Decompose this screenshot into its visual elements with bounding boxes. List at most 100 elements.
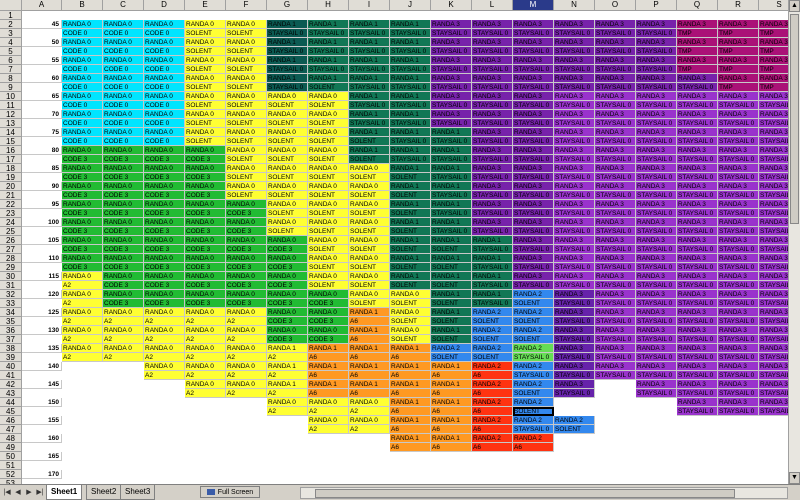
sail-cell[interactable]: SOLENT xyxy=(185,101,226,110)
speed-label[interactable]: 110 xyxy=(22,254,62,263)
sail-cell[interactable]: CODE 0 xyxy=(144,101,185,110)
sail-cell[interactable]: SOLENT xyxy=(267,137,308,146)
row-header[interactable]: 33 xyxy=(0,299,22,308)
sail-cell[interactable]: RANDA 3 xyxy=(718,272,759,281)
sail-cell[interactable]: SOLENT xyxy=(185,83,226,92)
speed-label[interactable]: 135 xyxy=(22,344,62,353)
sail-cell[interactable]: STAYSAIL 0 xyxy=(677,389,718,398)
sail-cell[interactable]: RANDA 0 xyxy=(226,128,267,137)
sail-cell[interactable]: SOLENT xyxy=(390,191,431,200)
row-header[interactable]: 24 xyxy=(0,218,22,227)
sail-cell[interactable]: A2 xyxy=(185,335,226,344)
row-header[interactable]: 53 xyxy=(0,479,22,484)
sail-cell[interactable]: A2 xyxy=(144,371,185,380)
sail-cell[interactable]: RANDA 0 xyxy=(226,254,267,263)
sail-cell[interactable]: A2 xyxy=(349,407,390,416)
sail-cell[interactable]: RANDA 0 xyxy=(308,92,349,101)
sail-cell[interactable]: RANDA 0 xyxy=(103,92,144,101)
sail-cell[interactable]: RANDA 3 xyxy=(472,146,513,155)
sail-cell[interactable]: RANDA 3 xyxy=(595,56,636,65)
sail-cell[interactable]: RANDA 3 xyxy=(554,182,595,191)
sail-cell[interactable]: RANDA 0 xyxy=(267,164,308,173)
row-header[interactable]: 40 xyxy=(0,362,22,371)
sail-cell[interactable]: RANDA 1 xyxy=(431,290,472,299)
sail-cell[interactable]: SOLENT xyxy=(513,299,554,308)
column-header-h[interactable]: H xyxy=(308,0,349,11)
sail-cell[interactable]: SOLENT xyxy=(349,155,390,164)
sail-cell[interactable]: SOLENT xyxy=(390,281,431,290)
sail-cell[interactable]: RANDA 3 xyxy=(636,200,677,209)
sail-cell[interactable]: CODE 3 xyxy=(185,173,226,182)
row-header[interactable]: 16 xyxy=(0,146,22,155)
sail-cell[interactable]: RANDA 3 xyxy=(636,20,677,29)
sail-cell[interactable]: STAYSAIL 0 xyxy=(308,65,349,74)
sheet-tab-sheet3[interactable]: Sheet3 xyxy=(120,485,156,500)
sail-cell[interactable]: RANDA 0 xyxy=(185,74,226,83)
sail-cell[interactable]: STAYSAIL 0 xyxy=(267,29,308,38)
sail-cell[interactable]: RANDA 0 xyxy=(185,290,226,299)
sail-cell[interactable]: CODE 0 xyxy=(62,119,103,128)
sail-cell[interactable]: RANDA 0 xyxy=(103,182,144,191)
sail-cell[interactable]: CODE 3 xyxy=(308,335,349,344)
sail-cell[interactable]: STAYSAIL 0 xyxy=(677,371,718,380)
sail-cell[interactable]: RANDA 0 xyxy=(144,92,185,101)
sail-cell[interactable]: STAYSAIL 0 xyxy=(759,353,788,362)
sail-cell[interactable]: RANDA 0 xyxy=(226,146,267,155)
sail-cell[interactable]: SOLENT xyxy=(472,317,513,326)
row-header[interactable]: 35 xyxy=(0,317,22,326)
sail-cell[interactable]: RANDA 0 xyxy=(349,398,390,407)
sail-cell[interactable]: RANDA 0 xyxy=(144,308,185,317)
sail-cell[interactable]: RANDA 0 xyxy=(144,182,185,191)
row-header[interactable]: 13 xyxy=(0,119,22,128)
sail-cell[interactable]: RANDA 3 xyxy=(759,200,788,209)
sail-cell[interactable]: RANDA 0 xyxy=(349,164,390,173)
sail-cell[interactable]: CODE 3 xyxy=(103,173,144,182)
sail-cell[interactable]: RANDA 0 xyxy=(185,254,226,263)
sail-cell[interactable]: RANDA 0 xyxy=(62,38,103,47)
sail-cell[interactable]: RANDA 0 xyxy=(267,182,308,191)
sail-cell[interactable]: SOLENT xyxy=(267,119,308,128)
sail-cell[interactable]: RANDA 0 xyxy=(103,38,144,47)
sail-cell[interactable]: RANDA 3 xyxy=(472,218,513,227)
sail-cell[interactable]: CODE 3 xyxy=(103,155,144,164)
sail-cell[interactable]: RANDA 3 xyxy=(759,218,788,227)
sail-cell[interactable]: RANDA 0 xyxy=(62,182,103,191)
sail-cell[interactable]: CODE 0 xyxy=(144,47,185,56)
sail-cell[interactable]: A2 xyxy=(226,353,267,362)
sail-cell[interactable]: RANDA 1 xyxy=(390,416,431,425)
sail-cell[interactable]: SOLENT xyxy=(349,137,390,146)
sail-cell[interactable]: RANDA 0 xyxy=(267,272,308,281)
sail-cell[interactable]: RANDA 0 xyxy=(185,146,226,155)
sheet-tab-sheet1[interactable]: Sheet1 xyxy=(46,485,83,500)
sail-cell[interactable]: RANDA 3 xyxy=(554,110,595,119)
sail-cell[interactable]: RANDA 0 xyxy=(103,326,144,335)
sail-cell[interactable]: CODE 0 xyxy=(62,137,103,146)
sail-cell[interactable]: A6 xyxy=(390,371,431,380)
sail-cell[interactable]: A6 xyxy=(513,443,554,452)
sail-cell[interactable]: RANDA 0 xyxy=(349,272,390,281)
row-header[interactable]: 8 xyxy=(0,74,22,83)
sail-cell[interactable]: RANDA 3 xyxy=(718,164,759,173)
speed-label[interactable]: 115 xyxy=(22,272,62,281)
sail-cell[interactable]: A2 xyxy=(226,371,267,380)
sail-cell[interactable]: SOLENT xyxy=(267,209,308,218)
sail-cell[interactable]: RANDA 1 xyxy=(308,20,349,29)
sail-cell[interactable]: RANDA 1 xyxy=(390,272,431,281)
sail-cell[interactable]: RANDA 3 xyxy=(472,164,513,173)
row-header[interactable]: 25 xyxy=(0,227,22,236)
sail-cell[interactable]: STAYSAIL 0 xyxy=(513,155,554,164)
row-header[interactable]: 44 xyxy=(0,398,22,407)
sail-cell[interactable]: STAYSAIL 0 xyxy=(677,227,718,236)
sail-cell[interactable]: RANDA 1 xyxy=(390,236,431,245)
sail-cell[interactable]: STAYSAIL 0 xyxy=(636,155,677,164)
sail-cell[interactable]: CODE 3 xyxy=(185,227,226,236)
sail-cell[interactable]: STAYSAIL 0 xyxy=(472,227,513,236)
sail-cell[interactable]: STAYSAIL 0 xyxy=(677,173,718,182)
sail-cell[interactable]: RANDA 0 xyxy=(103,254,144,263)
sail-cell[interactable]: RANDA 0 xyxy=(185,218,226,227)
sail-cell[interactable]: A6 xyxy=(308,353,349,362)
row-header[interactable]: 45 xyxy=(0,407,22,416)
sail-cell[interactable]: RANDA 2 xyxy=(513,308,554,317)
sail-cell[interactable]: CODE 3 xyxy=(226,263,267,272)
sail-cell[interactable]: STAYSAIL 0 xyxy=(759,335,788,344)
